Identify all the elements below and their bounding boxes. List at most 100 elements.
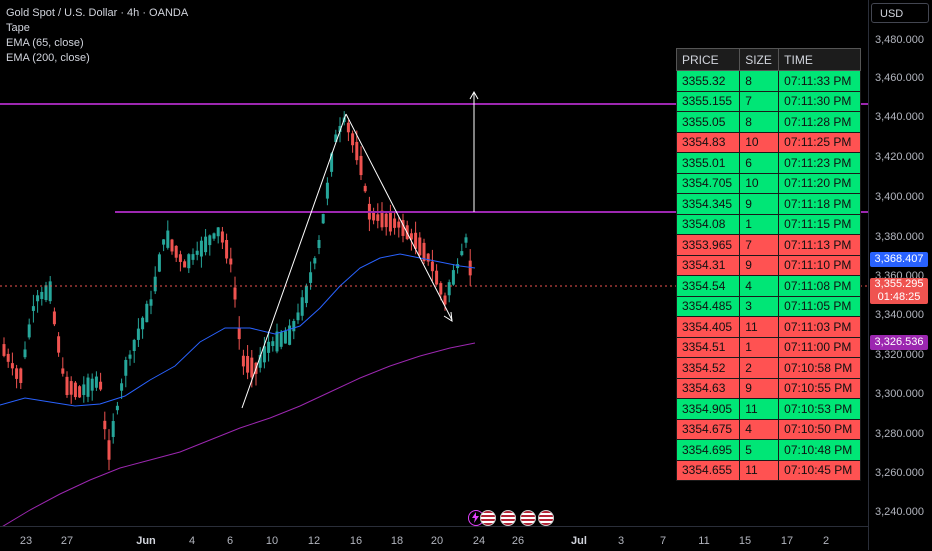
tape-cell-size: 11 [739, 316, 780, 338]
candle-body [31, 306, 35, 311]
tape-cell-size: 11 [739, 459, 780, 481]
candle-body [426, 253, 430, 262]
time-tick: 2 [822, 535, 830, 547]
trend-line-up [241, 113, 347, 409]
currency-selector[interactable]: USD [871, 3, 929, 23]
tape-cell-price: 3354.695 [675, 439, 741, 461]
tape-cell-time: 07:11:13 PM [778, 234, 861, 256]
price-tick: 3,460.000 [875, 72, 924, 84]
price-tick: 3,260.000 [875, 467, 924, 479]
time-tick: 6 [226, 535, 234, 547]
indicator-tape[interactable]: Tape [6, 22, 30, 34]
indicator-ema-65[interactable]: EMA (65, close) [6, 37, 84, 49]
candle-body [187, 254, 191, 269]
candle-body [124, 359, 128, 376]
tape-header-time: TIME [778, 48, 861, 71]
tape-row: 3354.63 9 07:10:55 PM [675, 377, 861, 399]
candle-body [250, 357, 254, 378]
price-tick: 3,400.000 [875, 191, 924, 203]
candle-body [195, 250, 199, 255]
tape-table: PRICE SIZE TIME 3355.32 8 07:11:33 PM 3355.… [675, 48, 861, 481]
candle-body [346, 122, 350, 133]
price-tick: 3,320.000 [875, 349, 924, 361]
candle-body [262, 346, 266, 363]
time-tick: 18 [390, 535, 404, 547]
time-tick: 17 [780, 535, 794, 547]
tape-cell-time: 07:10:50 PM [778, 418, 861, 440]
time-tick: 15 [738, 535, 752, 547]
candle-body [69, 381, 73, 395]
tape-row: 3354.345 9 07:11:18 PM [675, 193, 861, 215]
candle-body [435, 270, 439, 285]
candle-body [380, 210, 384, 228]
candle-body [57, 336, 61, 353]
tape-cell-time: 07:11:23 PM [778, 152, 861, 174]
tape-cell-size: 1 [739, 213, 780, 235]
tape-row: 3354.705 10 07:11:20 PM [675, 172, 861, 194]
tape-row: 3354.83 10 07:11:25 PM [675, 131, 861, 153]
indicator-ema-200[interactable]: EMA (200, close) [6, 52, 90, 64]
ema-200-label: 3,326.536 [870, 335, 928, 350]
candle-body [157, 254, 161, 272]
tape-cell-price: 3354.08 [675, 213, 741, 235]
tape-cell-size: 4 [739, 275, 780, 297]
symbol-title[interactable]: Gold Spot / U.S. Dollar · 4h · OANDA [6, 7, 189, 19]
chart-legend: Gold Spot / U.S. Dollar · 4h · OANDA Tap… [6, 6, 188, 66]
tape-cell-time: 07:11:25 PM [778, 131, 861, 153]
tape-row: 3353.965 7 07:11:13 PM [675, 234, 861, 256]
candle-body [191, 254, 195, 260]
time-tick: 10 [265, 535, 279, 547]
bar-countdown: 01:48:25 [877, 291, 921, 303]
candle-body [334, 134, 338, 143]
candle-body [141, 317, 145, 330]
tape-cell-time: 07:11:18 PM [778, 193, 861, 215]
tape-cell-price: 3354.675 [675, 418, 741, 440]
candle-body [300, 297, 304, 316]
candle-body [94, 376, 98, 388]
us-flag-icon[interactable] [500, 510, 516, 526]
time-tick: 7 [659, 535, 667, 547]
candle-body [330, 153, 334, 172]
candle-body [183, 261, 187, 268]
tape-cell-time: 07:11:00 PM [778, 336, 861, 358]
candle-body [456, 264, 460, 269]
tape-cell-time: 07:11:33 PM [778, 70, 861, 92]
tape-cell-price: 3354.54 [675, 275, 741, 297]
us-flag-icon[interactable] [538, 510, 554, 526]
tape-cell-time: 07:11:28 PM [778, 111, 861, 133]
ema-200-line [2, 342, 476, 526]
tape-row: 3354.695 5 07:10:48 PM [675, 439, 861, 461]
candle-body [229, 258, 233, 265]
projection-arrowhead [469, 90, 479, 100]
candle-body [52, 311, 56, 325]
tape-cell-size: 7 [739, 234, 780, 256]
candle-body [296, 312, 300, 321]
candle-body [174, 245, 178, 258]
candle-body [409, 233, 413, 240]
candle-body [422, 242, 426, 262]
time-tick: 26 [511, 535, 525, 547]
candle-body [271, 341, 275, 347]
tape-cell-price: 3354.655 [675, 459, 741, 481]
tape-cell-price: 3354.51 [675, 336, 741, 358]
time-axis[interactable] [0, 526, 868, 551]
tape-cell-time: 07:11:30 PM [778, 90, 861, 112]
tape-cell-price: 3354.52 [675, 357, 741, 379]
candle-body [338, 125, 342, 133]
tape-row: 3354.655 11 07:10:45 PM [675, 459, 861, 481]
tape-cell-price: 3355.32 [675, 70, 741, 92]
candle-body [288, 325, 292, 345]
candle-body [15, 368, 19, 379]
candle-body [6, 353, 10, 362]
tape-row: 3354.405 11 07:11:03 PM [675, 316, 861, 338]
price-tick: 3,240.000 [875, 506, 924, 518]
candle-body [86, 377, 90, 397]
us-flag-icon[interactable] [520, 510, 536, 526]
price-tick: 3,480.000 [875, 34, 924, 46]
tape-header-size: SIZE [739, 48, 780, 71]
candle-body [208, 235, 212, 246]
trend-line-down [345, 113, 453, 321]
us-flag-icon[interactable] [480, 510, 496, 526]
tape-cell-size: 7 [739, 90, 780, 112]
price-axis[interactable] [868, 0, 932, 550]
